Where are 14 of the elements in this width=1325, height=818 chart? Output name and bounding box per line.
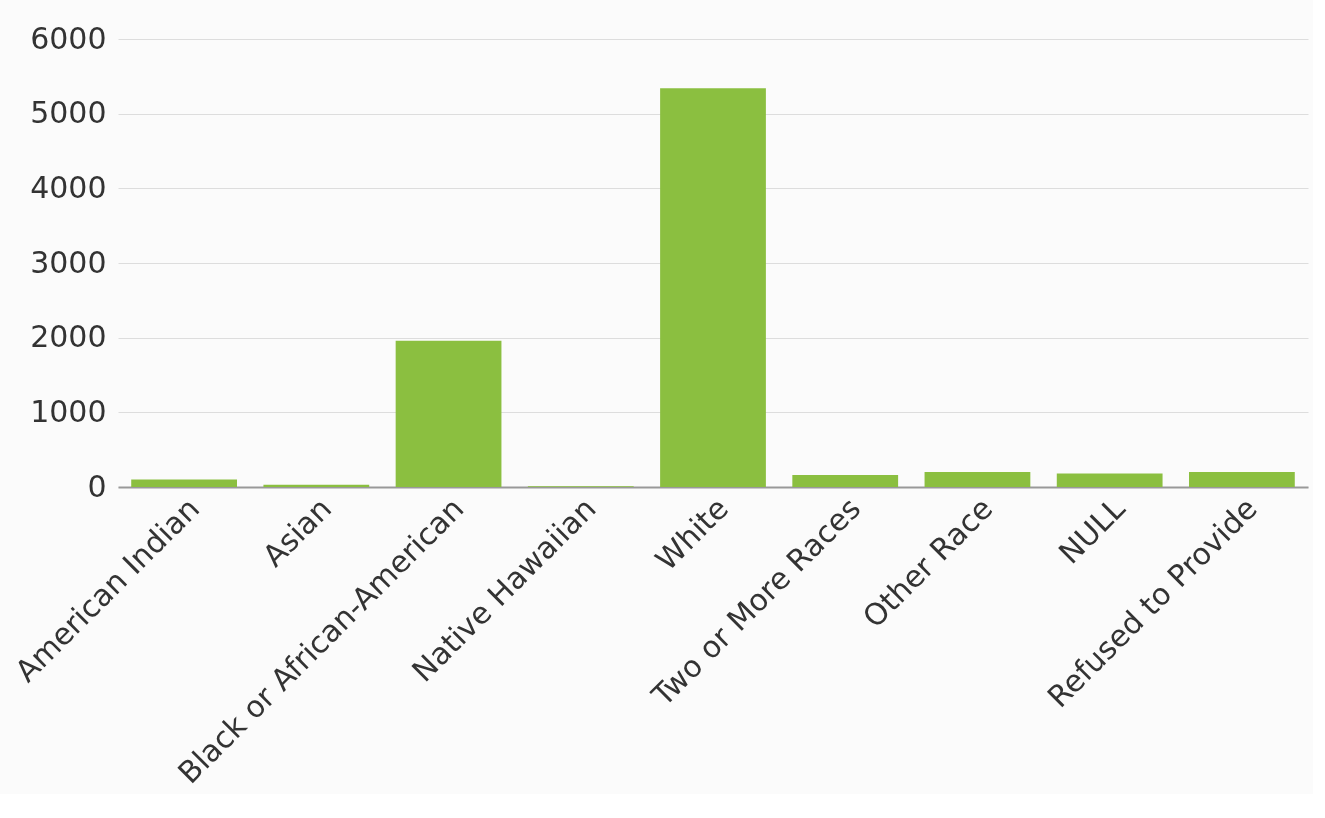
y-tick-label: 1000: [30, 393, 107, 429]
bar: [660, 88, 766, 487]
bar: [792, 475, 899, 487]
y-tick-label: 3000: [30, 244, 107, 280]
y-tick-label: 4000: [30, 169, 107, 205]
bar: [131, 479, 237, 487]
bar: [395, 340, 502, 487]
bar: [924, 472, 1031, 487]
y-tick-label: 0: [87, 468, 107, 504]
y-tick-label: 5000: [30, 95, 107, 131]
y-tick-label: 2000: [30, 319, 107, 355]
bar: [1056, 473, 1163, 487]
y-tick-label: 6000: [30, 20, 107, 56]
bar: [1189, 472, 1295, 487]
